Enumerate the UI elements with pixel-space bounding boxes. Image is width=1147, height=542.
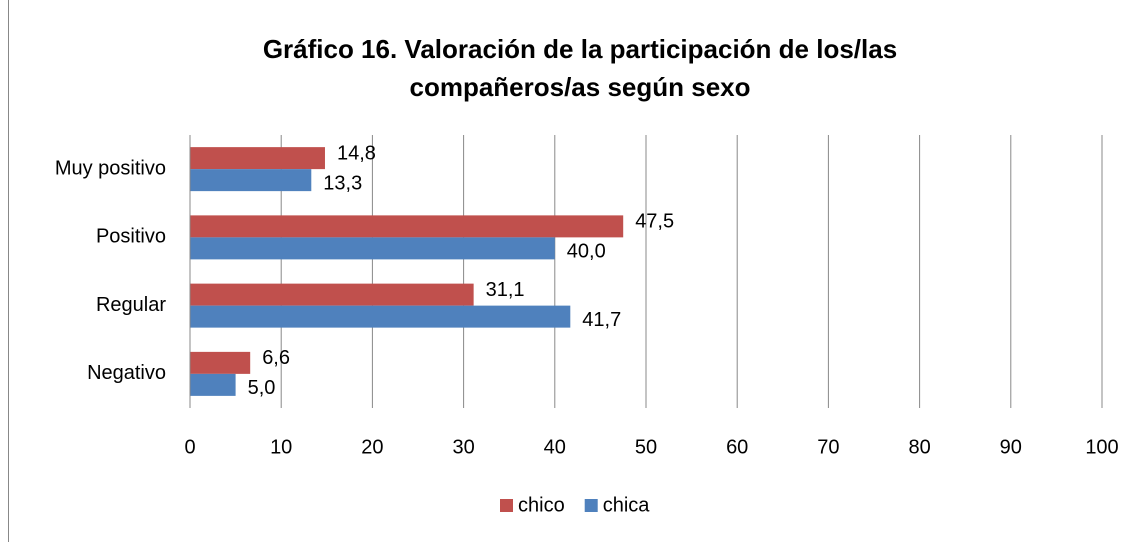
legend-swatch — [584, 499, 598, 512]
y-tick-label: Positivo — [96, 226, 166, 248]
bar — [190, 305, 571, 328]
data-label: 13,3 — [323, 172, 362, 194]
bar — [190, 169, 312, 192]
data-label: 47,5 — [635, 211, 674, 233]
data-label: 31,1 — [486, 279, 525, 301]
bar — [190, 373, 236, 396]
chart-frame — [8, 0, 9, 542]
data-label: 41,7 — [582, 309, 621, 331]
bar — [190, 351, 251, 374]
x-tick-label: 40 — [544, 436, 566, 458]
x-tick-label: 30 — [452, 436, 474, 458]
data-label: 14,8 — [337, 142, 376, 164]
x-tick-label: 0 — [184, 436, 195, 458]
x-tick-label: 50 — [635, 436, 657, 458]
chart-title: Gráfico 16. Valoración de la participaci… — [262, 34, 898, 102]
x-tick-label: 20 — [361, 436, 383, 458]
bar — [190, 237, 555, 260]
legend-swatch — [500, 499, 513, 512]
data-label: 5,0 — [248, 377, 276, 399]
x-tick-label: 90 — [1000, 436, 1022, 458]
legend-label: chico — [518, 494, 565, 516]
x-tick-label: 100 — [1085, 436, 1118, 458]
x-tick-label: 80 — [908, 436, 930, 458]
bar — [190, 283, 474, 306]
bar — [190, 215, 624, 238]
x-tick-label: 10 — [270, 436, 292, 458]
y-tick-label: Regular — [96, 294, 166, 316]
y-tick-label: Muy positivo — [55, 157, 166, 179]
data-label: 40,0 — [567, 241, 606, 263]
data-label: 6,6 — [262, 347, 290, 369]
y-tick-label: Negativo — [87, 362, 166, 384]
x-tick-label: 70 — [817, 436, 839, 458]
x-tick-label: 60 — [726, 436, 748, 458]
bar — [190, 147, 325, 170]
legend-label: chica — [603, 494, 651, 516]
